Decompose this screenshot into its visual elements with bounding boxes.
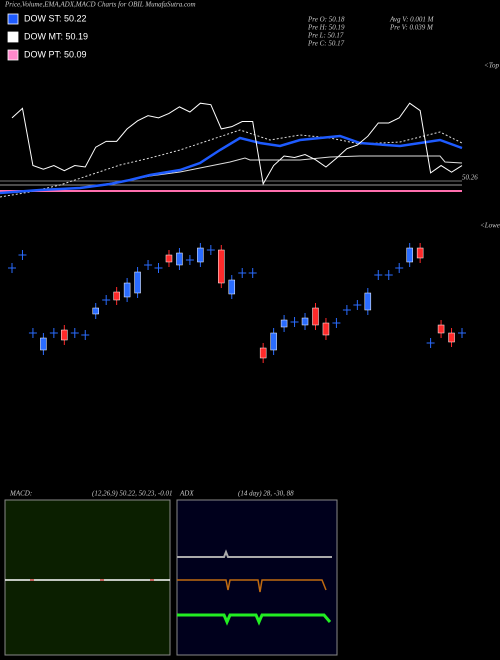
candle-body [416,247,424,259]
info-text: Avg V: 0.001 M [389,16,435,24]
macd-panel [4,499,171,656]
di-minus-line [177,579,327,593]
info-text: Pre L: 50.17 [307,32,344,40]
candle-body [165,254,173,263]
candle-body [280,319,288,328]
candle-body [312,307,319,326]
adx-label: ADX [179,490,194,498]
legend-label: DOW PT: 50.09 [24,49,87,59]
adx-line [177,549,332,558]
adx-panel [176,499,338,656]
candle-body [437,324,445,334]
adx-params: (14 day) 28, -30, 88 [238,490,294,498]
legend: DOW ST: 50.22 DOW MT: 50.19 DOW PT: 50.09 [7,13,88,61]
candle-body [270,332,277,351]
candles [8,243,466,363]
info-text: Pre V: 0.039 M [389,24,434,32]
info-text: Pre O: 50.18 [307,16,345,24]
candle-body [218,249,225,284]
candle-body [123,282,131,298]
legend-swatch [7,13,19,25]
candle-body [113,291,120,301]
top-label: <Top [484,62,499,70]
chart-title: Price,Volume,EMA,ADX,MACD Charts for OBI… [4,1,196,9]
info-text: Pre C: 50.17 [307,40,345,48]
legend-label: DOW ST: 50.22 [24,13,87,23]
candle-body [301,317,309,326]
candle-body [364,292,372,311]
price-label: 50.26 [462,174,478,182]
candle-body [406,247,413,263]
candle-body [176,252,183,266]
candle-body [228,279,236,295]
macd-label: MACD: [9,490,32,498]
lower-label: <Lower [480,222,500,230]
legend-swatch [7,49,19,61]
legend-label: DOW MT: 50.19 [24,31,88,41]
candle-body [40,337,47,351]
di-plus-line [177,613,332,626]
legend-swatch [7,31,19,43]
candle-body [61,329,68,341]
candle-body [197,247,204,263]
close-line [11,102,463,186]
ema-line [0,129,463,198]
candle-body [134,271,141,294]
candle-body [259,347,267,359]
info-text: Pre H: 50.19 [307,24,345,32]
candle-body [322,322,330,336]
macd-params: (12,26,9) 50.22, 50.23, -0.01 [92,490,173,498]
candle-body [448,332,455,343]
candle-body [92,307,99,315]
